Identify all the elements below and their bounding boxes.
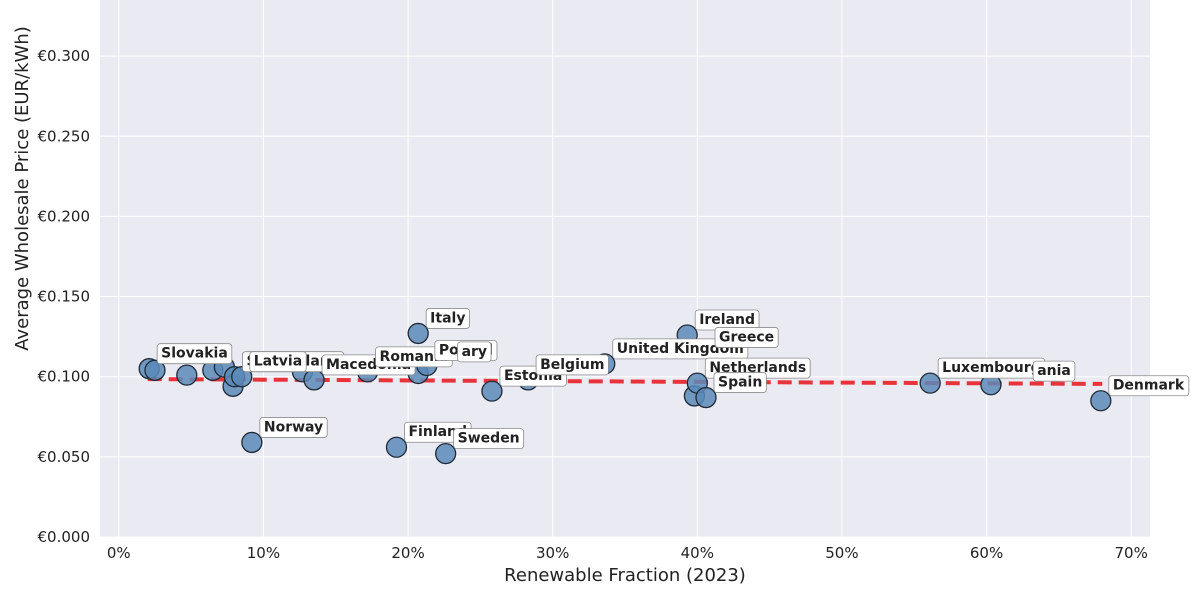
data-point — [435, 442, 457, 465]
point-label: Slovakia — [156, 343, 233, 365]
point-label: Greece — [714, 327, 779, 348]
point-label: ania — [1032, 360, 1076, 382]
point-label-text: Finland — [408, 424, 467, 440]
point-label-text: Denmark — [1113, 378, 1185, 394]
point-label-box — [425, 308, 470, 329]
point-label: Norway — [259, 417, 328, 438]
point-label-text: ania — [1037, 363, 1071, 379]
x-tick-label: 40% — [681, 544, 714, 562]
point-labels: SlovakiaSwitzerlandLatviaNorwayMacedonia… — [156, 308, 1190, 450]
point-label-box — [714, 327, 779, 348]
point-label-text: Luxembourg — [942, 360, 1041, 376]
data-point — [144, 359, 166, 381]
data-point — [919, 372, 941, 394]
data-point — [385, 436, 408, 458]
data-point — [1090, 390, 1112, 412]
point-label-box — [249, 351, 307, 373]
point-label-text: Romania — [380, 349, 449, 365]
point-label-text: ary — [462, 344, 487, 360]
plot-background — [100, 0, 1150, 537]
y-tick-label: €0.150 — [38, 288, 91, 306]
data-point — [303, 369, 325, 391]
point-label-box — [259, 417, 328, 438]
point-label: Belgium — [535, 354, 609, 376]
point-label: Ireland — [694, 309, 760, 331]
point-label: Romania — [375, 346, 453, 368]
point-label: Luxembourg — [937, 357, 1046, 379]
y-tick-label: €0.100 — [38, 368, 91, 386]
point-label-text: Latvia — [254, 354, 302, 370]
x-tick-label: 20% — [391, 544, 424, 562]
point-label-text: Slovakia — [161, 346, 228, 362]
x-tick-label: 70% — [1115, 544, 1148, 562]
y-tick-label: €0.200 — [38, 207, 91, 225]
point-label: Italy — [425, 308, 470, 329]
data-point — [481, 380, 503, 402]
y-tick-label: €0.050 — [38, 448, 91, 466]
point-label-text: Greece — [719, 329, 774, 345]
x-tick-label: 60% — [970, 544, 1003, 562]
point-label: ary — [457, 341, 492, 363]
point-label-box — [612, 338, 749, 360]
point-label-box — [1032, 360, 1076, 382]
x-axis-label: Renewable Fraction (2023) — [504, 565, 746, 586]
x-axis-ticks: 0% 10% 20% 30% 40% 50% 60% 70% — [107, 544, 1148, 562]
y-tick-label: €0.000 — [38, 528, 91, 546]
point-label-box — [156, 343, 233, 365]
y-tick-label: €0.250 — [38, 127, 91, 145]
point-label-text: Netherlands — [709, 360, 806, 376]
data-point — [407, 322, 429, 345]
point-label-text: United Kingdom — [617, 341, 744, 357]
y-axis-label: Average Wholesale Price (EUR/kWh) — [12, 26, 33, 351]
data-point — [241, 431, 263, 454]
x-tick-label: 0% — [107, 544, 131, 562]
point-label: Latvia — [249, 351, 307, 373]
x-tick-label: 30% — [536, 544, 569, 562]
point-label: Spain — [713, 372, 767, 393]
point-label-box — [713, 372, 767, 393]
point-label-text: Spain — [718, 375, 762, 391]
point-label-text: Belgium — [540, 357, 604, 373]
data-point — [176, 364, 198, 386]
point-label-box — [1108, 375, 1190, 397]
point-label-text: Ireland — [699, 312, 755, 328]
point-label-box — [453, 428, 525, 450]
y-axis-ticks: €0.000 €0.050 €0.100 €0.150 €0.200 €0.250 €0.3… — [38, 47, 91, 546]
point-label: United Kingdom — [612, 338, 749, 360]
y-tick-label: €0.300 — [38, 47, 91, 65]
x-tick-label: 10% — [247, 544, 280, 562]
point-label-box — [457, 341, 492, 363]
x-tick-label: 50% — [825, 544, 858, 562]
point-label-text: Norway — [264, 419, 323, 435]
point-label: Finland — [404, 421, 472, 443]
point-label: Sweden — [453, 428, 525, 450]
point-label-text: Italy — [430, 310, 465, 326]
point-label: Denmark — [1108, 375, 1190, 397]
point-label-text: Sweden — [458, 431, 520, 447]
point-label-box — [535, 354, 609, 376]
data-point — [695, 386, 717, 409]
